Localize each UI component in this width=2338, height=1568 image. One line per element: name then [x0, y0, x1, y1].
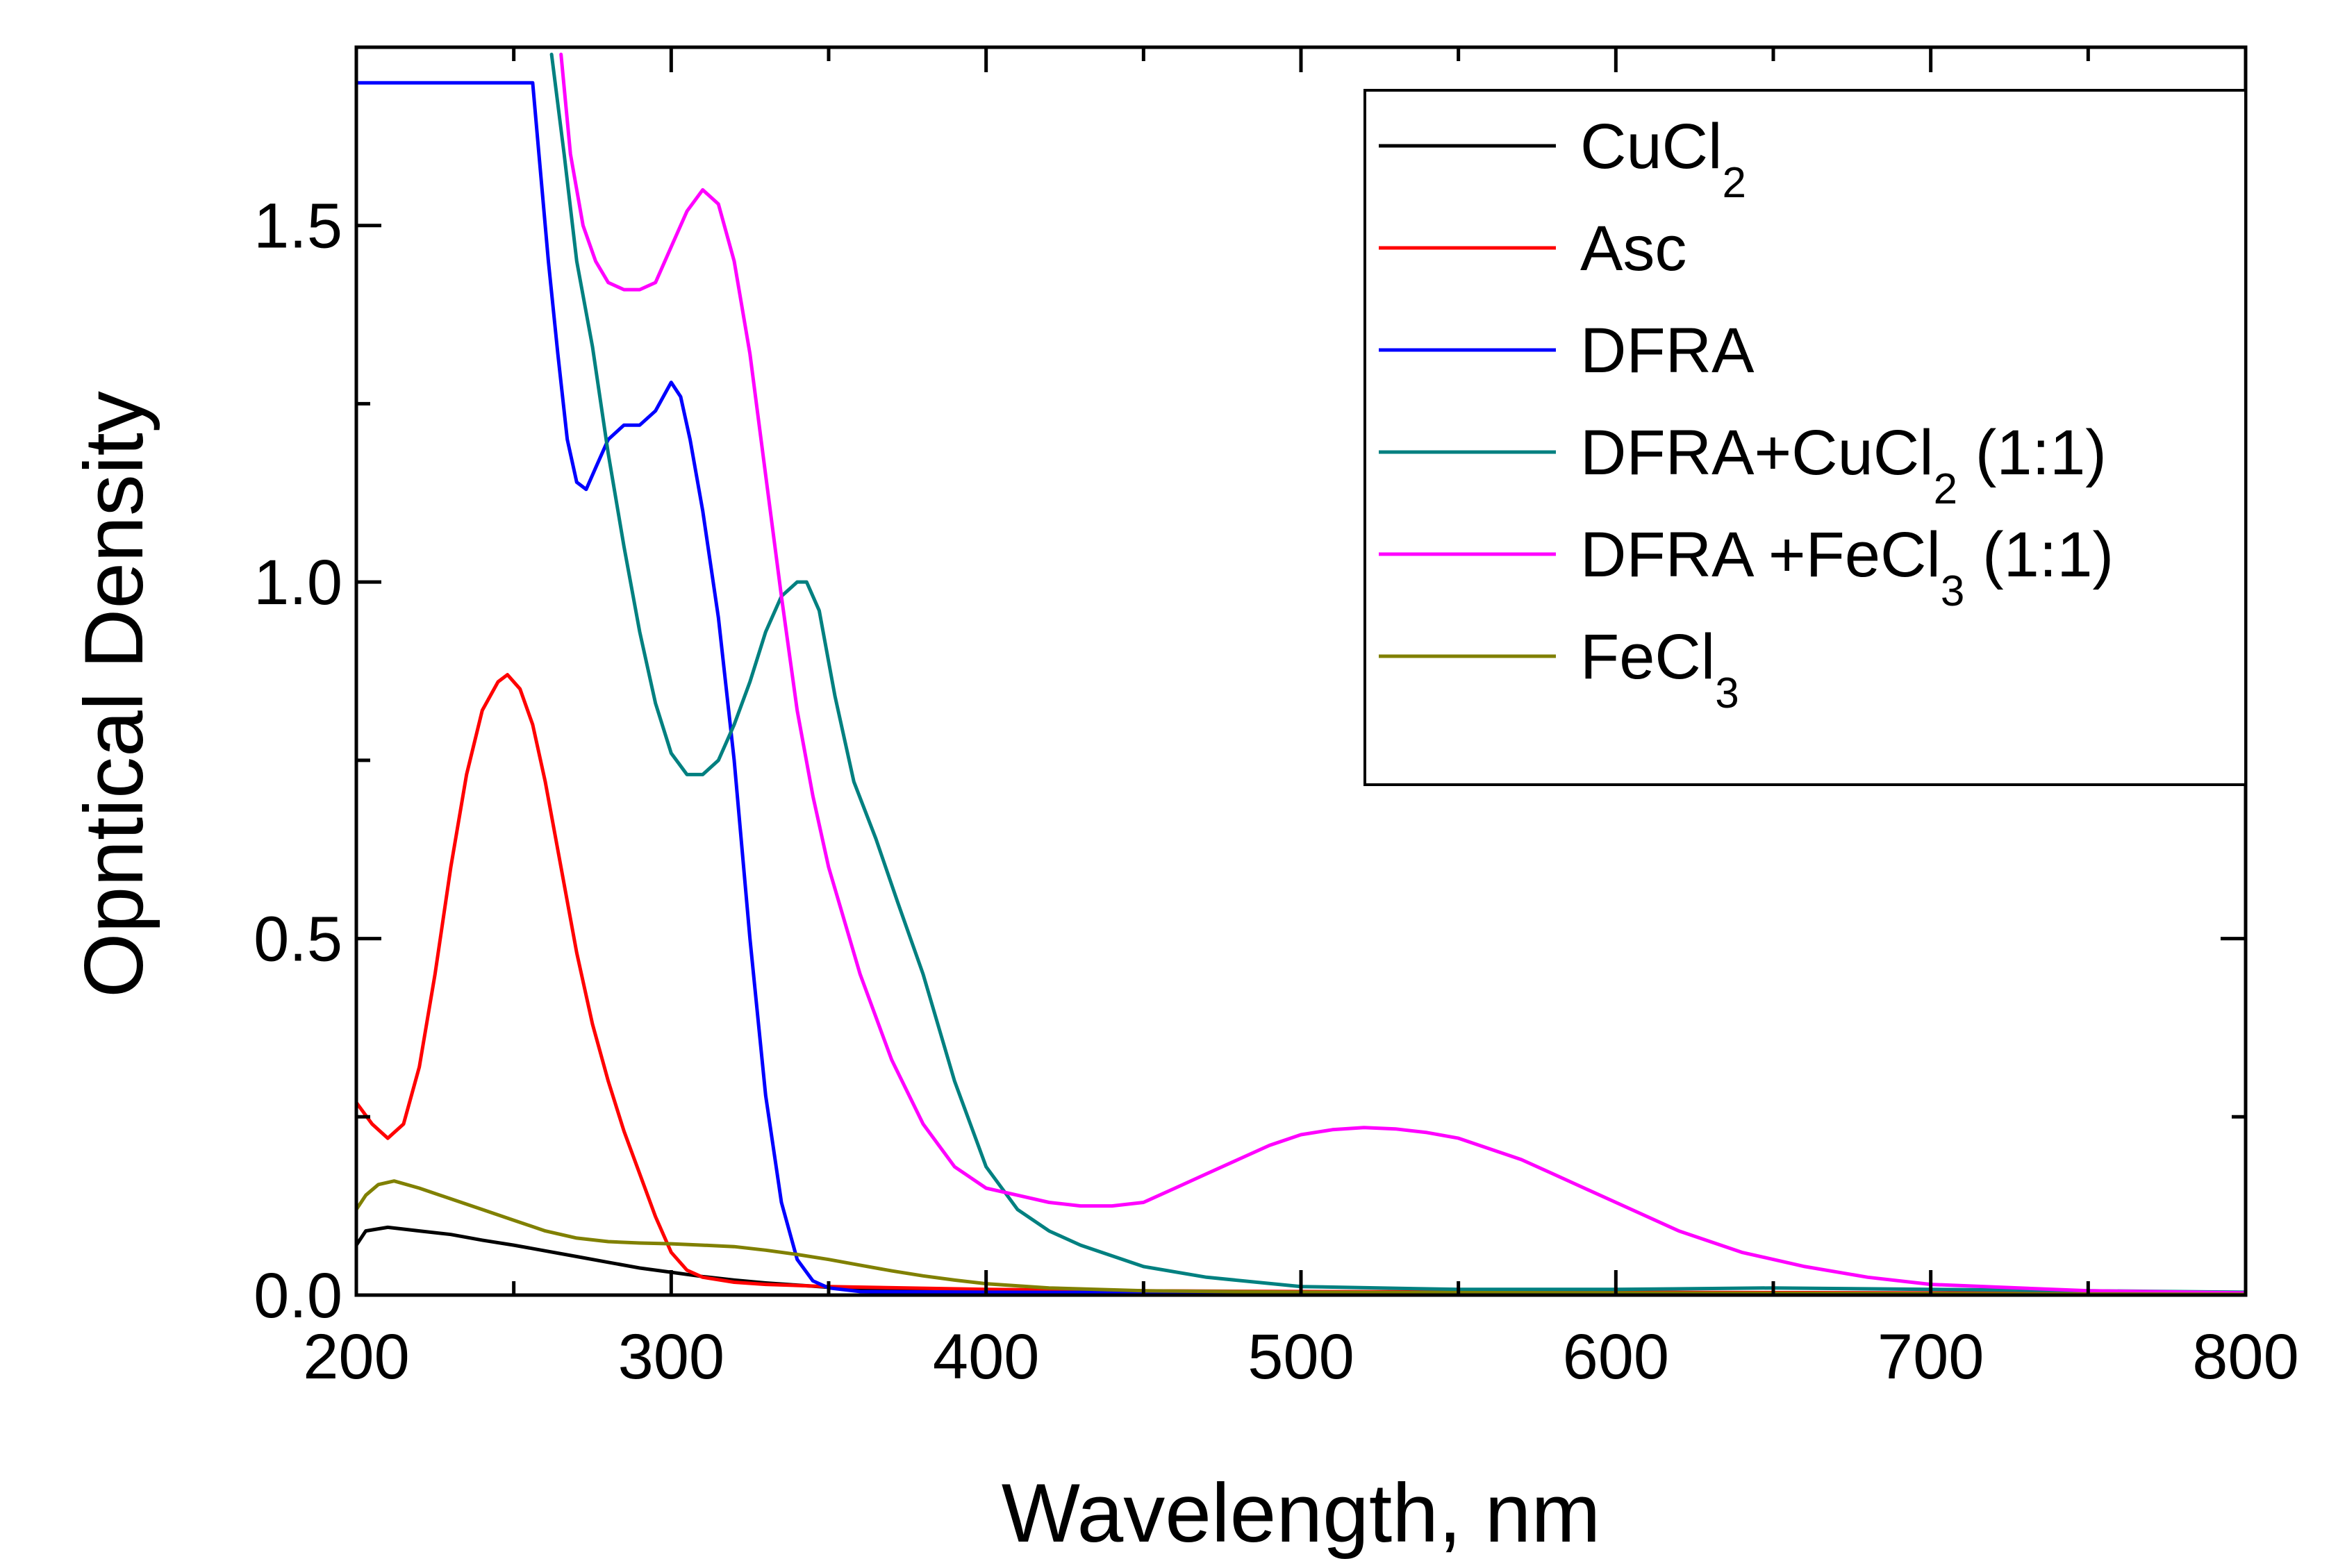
x-tick-label: 800	[2192, 1321, 2299, 1392]
legend-label-0: CuCl2	[1580, 111, 1746, 207]
x-tick-label: 500	[1247, 1321, 1354, 1392]
x-tick-label: 700	[1877, 1321, 1984, 1392]
y-tick-label: 1.5	[254, 191, 342, 262]
legend-label-2: DFRA	[1580, 315, 1755, 386]
legend-label-4: DFRA +FeCl3 (1:1)	[1580, 519, 2114, 615]
series-layer	[356, 52, 2246, 1295]
legend-label-1: Asc	[1580, 213, 1686, 284]
y-tick-label: 1.0	[254, 547, 342, 618]
series-line-1	[356, 673, 2246, 1295]
y-axis-title: Opntical Density	[67, 391, 160, 998]
legend-box	[1363, 89, 2247, 786]
series-line-5	[356, 1179, 2246, 1295]
series-line-2	[356, 81, 2246, 1295]
x-axis-title: Wavelength, nm	[1002, 1467, 1601, 1560]
legend-label-5: FeCl3	[1580, 622, 1739, 717]
series-line-4	[559, 52, 2246, 1295]
x-tick-label: 300	[618, 1321, 725, 1392]
series-line-3	[549, 52, 2246, 1294]
x-tick-label: 200	[303, 1321, 410, 1392]
y-tick-label: 0.5	[254, 904, 342, 975]
legend-label-3: DFRA+CuCl2 (1:1)	[1580, 417, 2107, 513]
x-tick-label: 600	[1563, 1321, 1670, 1392]
axes-layer: 200 300 400 500 600 700 800 0.0 0.5 1.0 1.5	[254, 45, 2299, 1392]
y-tick-label: 0.0	[254, 1260, 342, 1331]
x-tick-label: 400	[933, 1321, 1040, 1392]
